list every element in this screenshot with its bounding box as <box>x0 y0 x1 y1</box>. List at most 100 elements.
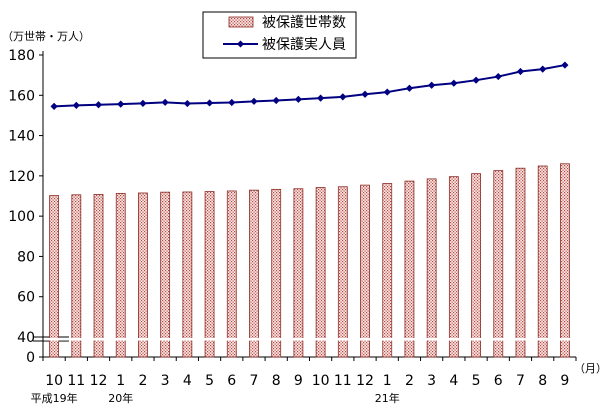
x-tick-label: 9 <box>560 373 569 389</box>
x-unit-label: （月） <box>574 362 606 375</box>
x-tick-label: 2 <box>138 373 147 389</box>
y-tick-label: 0 <box>26 350 35 366</box>
x-tick-label: 10 <box>312 373 330 389</box>
x-tick-label: 8 <box>272 373 281 389</box>
axes <box>33 51 577 361</box>
bar <box>271 188 282 358</box>
x-tick-label: 10 <box>45 373 63 389</box>
y-tick-label: 60 <box>17 290 35 306</box>
bar <box>138 192 148 358</box>
x-tick-label: 5 <box>205 373 214 389</box>
line-point <box>183 99 191 108</box>
x-tick-label: 6 <box>494 373 503 389</box>
bar <box>559 163 570 358</box>
line-point <box>317 94 325 102</box>
bar <box>426 178 437 358</box>
bars <box>44 163 576 358</box>
bar <box>249 189 259 358</box>
year-label: 21年 <box>375 391 400 405</box>
bar <box>315 187 326 358</box>
x-tick-label: 1 <box>383 373 392 389</box>
bar <box>448 176 459 358</box>
line-point <box>339 93 347 101</box>
line-point <box>72 101 80 109</box>
x-tick-label: 4 <box>449 373 458 389</box>
year-label: 平成19年 <box>31 391 78 405</box>
bar <box>537 165 548 358</box>
legend-line-label: 被保護実人員 <box>262 37 346 53</box>
legend-bar-label: 被保護世帯数 <box>262 15 346 31</box>
line-point <box>250 97 258 105</box>
line-point <box>450 79 458 87</box>
line-point <box>228 98 236 107</box>
y-tick-labels: 0 40 60 80 100 120 140 160 180 <box>8 48 35 366</box>
bar <box>49 195 60 358</box>
x-tick-label: 11 <box>334 373 352 389</box>
y-tick-label: 80 <box>17 249 35 265</box>
line-point <box>139 99 147 107</box>
line-point <box>494 72 502 81</box>
bar <box>160 191 171 358</box>
line-point <box>405 84 414 92</box>
series-line <box>54 64 566 108</box>
x-tick-label: 3 <box>427 373 436 389</box>
legend-bar-swatch <box>228 16 254 28</box>
x-tick-label: 12 <box>356 373 374 389</box>
bar <box>93 193 104 358</box>
axis-break-gap <box>44 338 576 341</box>
line-point <box>205 99 214 107</box>
x-tick-label: 7 <box>516 373 525 389</box>
year-label: 20年 <box>108 391 133 405</box>
line-point <box>539 65 547 73</box>
bar <box>293 188 304 358</box>
y-tick-label: 120 <box>8 169 35 185</box>
x-tick-label: 7 <box>250 373 259 389</box>
y-unit-label: （万世帯・万人） <box>2 30 90 43</box>
y-tick-label: 40 <box>17 330 35 346</box>
y-tick-label: 180 <box>8 48 35 64</box>
x-tick-label: 11 <box>67 373 85 389</box>
x-tick-label: 12 <box>90 373 108 389</box>
legend-line-marker <box>237 40 244 48</box>
line-point <box>516 67 525 76</box>
x-tick-label: 9 <box>294 373 303 389</box>
bar <box>71 194 82 358</box>
x-tick-label: 4 <box>183 373 192 389</box>
bar <box>382 183 393 358</box>
line-point <box>383 88 391 96</box>
bar <box>115 192 126 358</box>
bar <box>360 184 370 358</box>
bar <box>337 186 348 358</box>
bar <box>204 191 215 358</box>
y-tick-label: 160 <box>8 88 35 104</box>
x-tick-label: 5 <box>472 373 481 389</box>
legend-box <box>202 11 357 59</box>
line-point <box>94 101 103 109</box>
bar <box>226 190 237 358</box>
x-tick-label: 6 <box>227 373 236 389</box>
line-point <box>561 61 569 69</box>
bar <box>182 191 193 358</box>
bar <box>404 180 415 358</box>
line-point <box>161 98 169 106</box>
legend: 被保護世帯数 被保護実人員 <box>202 11 357 59</box>
y-tick-label: 100 <box>8 209 35 225</box>
bar <box>515 167 526 358</box>
line-point <box>50 102 58 110</box>
x-tick-label: 2 <box>405 373 414 389</box>
line-series <box>50 61 569 110</box>
bar <box>471 173 481 358</box>
line-point <box>272 96 280 105</box>
line-point <box>117 100 125 108</box>
bar <box>493 170 504 358</box>
line-point <box>472 76 480 84</box>
x-tick-label: 3 <box>161 373 170 389</box>
line-point <box>428 81 436 89</box>
line-point <box>294 95 302 103</box>
line-point <box>361 90 369 98</box>
y-tick-label: 140 <box>8 129 35 145</box>
x-tick-label: 1 <box>116 373 125 389</box>
x-tick-label: 8 <box>538 373 547 389</box>
